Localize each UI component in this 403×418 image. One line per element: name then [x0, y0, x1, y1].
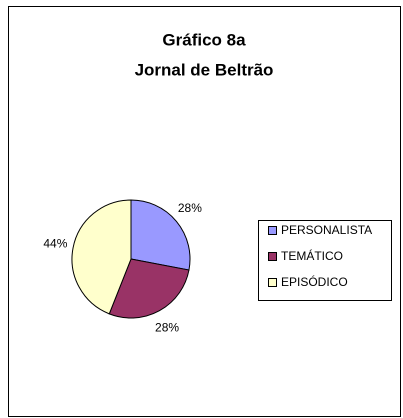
chart-frame: [8, 6, 401, 417]
pie-slice: [71, 199, 132, 315]
pie-slice: [108, 258, 190, 319]
pie-slice: [130, 199, 191, 271]
legend-swatch: [268, 278, 277, 287]
legend-label: EPISÓDICO: [281, 274, 348, 289]
legend-box: [258, 220, 392, 301]
legend-swatch: [268, 252, 277, 261]
chart-title: Jornal de Beltrão: [135, 60, 274, 79]
data-label: 28%: [178, 201, 202, 215]
chart-title: Gráfico 8a: [162, 30, 246, 49]
legend-label: TEMÁTICO: [281, 248, 343, 263]
legend-label: PERSONALISTA: [281, 223, 372, 237]
data-label: 44%: [43, 236, 67, 250]
data-label: 28%: [155, 320, 179, 334]
legend-swatch: [268, 226, 277, 235]
